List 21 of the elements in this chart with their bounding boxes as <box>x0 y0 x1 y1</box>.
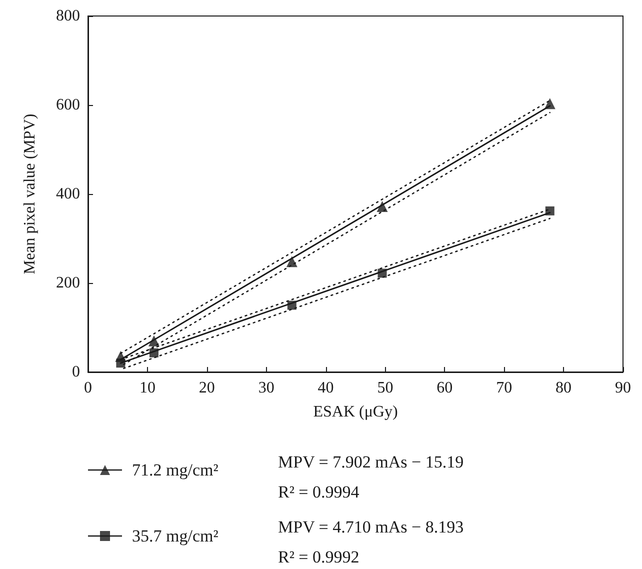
y-tick-label: 800 <box>56 8 80 24</box>
legend-label: 35.7 mg/cm² <box>132 526 218 546</box>
x-tick-label: 20 <box>198 380 215 396</box>
x-tick-label: 30 <box>258 380 274 396</box>
y-tick-label: 400 <box>56 186 80 202</box>
x-tick-label: 70 <box>496 380 512 396</box>
y-tick-label: 200 <box>56 274 80 292</box>
y-tick-label: 0 <box>72 364 80 380</box>
x-tick-label: 80 <box>556 380 572 396</box>
y-tick-label: 600 <box>56 96 80 114</box>
x-tick-label: 60 <box>436 380 453 396</box>
x-tick-label: 0 <box>84 380 92 396</box>
legend-label: 71.2 mg/cm² <box>132 460 218 480</box>
text: MPV = 4.710 mAs − 8.193 R² = 0.9992 <box>278 518 464 566</box>
x-tick-label: 90 <box>615 380 631 396</box>
text: MPV = 7.902 mAs − 15.19 R² = 0.9994 <box>278 452 464 502</box>
x-axis-title: ESAK (μGy) <box>313 404 398 420</box>
x-tick-label: 10 <box>139 380 156 396</box>
x-tick-label: 40 <box>318 380 334 396</box>
y-axis-title: Mean pixel value (MPV) <box>22 114 38 274</box>
x-tick-label: 50 <box>377 380 394 396</box>
